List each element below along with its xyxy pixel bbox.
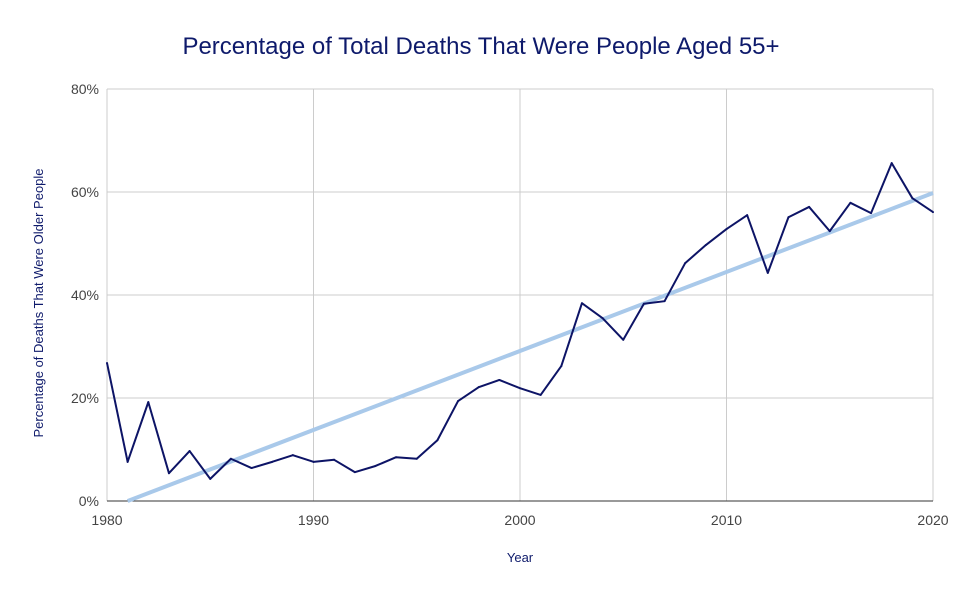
data-point bbox=[353, 471, 356, 474]
data-point bbox=[312, 460, 315, 463]
data-point bbox=[601, 317, 604, 320]
data-point bbox=[684, 262, 687, 265]
y-tick-label: 20% bbox=[71, 390, 99, 406]
data-point bbox=[539, 393, 542, 396]
data-point bbox=[188, 450, 191, 453]
y-tick-label: 0% bbox=[79, 493, 99, 509]
y-tick-label: 60% bbox=[71, 184, 99, 200]
data-point bbox=[291, 454, 294, 457]
data-point bbox=[477, 386, 480, 389]
data-point bbox=[580, 302, 583, 305]
y-tick-label: 40% bbox=[71, 287, 99, 303]
x-tick-label: 1990 bbox=[298, 512, 329, 528]
data-point bbox=[828, 230, 831, 233]
data-point bbox=[911, 197, 914, 200]
data-point bbox=[395, 456, 398, 459]
data-point bbox=[126, 460, 129, 463]
data-point bbox=[787, 216, 790, 219]
data-point bbox=[374, 464, 377, 467]
data-point bbox=[457, 400, 460, 403]
trendline bbox=[126, 191, 934, 503]
data-point bbox=[725, 228, 728, 231]
data-point bbox=[229, 457, 232, 460]
data-point bbox=[271, 460, 274, 463]
chart-title: Percentage of Total Deaths That Were Peo… bbox=[182, 33, 779, 60]
data-point bbox=[106, 361, 108, 364]
data-point bbox=[147, 401, 150, 404]
x-tick-label: 2020 bbox=[917, 512, 948, 528]
data-point bbox=[167, 472, 170, 475]
x-axis-label: Year bbox=[507, 550, 534, 565]
data-point bbox=[766, 271, 769, 274]
data-point bbox=[333, 458, 336, 461]
x-tick-label: 1980 bbox=[91, 512, 122, 528]
data-point bbox=[849, 201, 852, 204]
data-point bbox=[436, 439, 439, 442]
data-point bbox=[519, 387, 521, 390]
data-point bbox=[746, 214, 749, 217]
data-point bbox=[415, 457, 418, 460]
data-point bbox=[498, 378, 501, 381]
data-point bbox=[560, 365, 563, 368]
data-point bbox=[622, 338, 625, 341]
y-tick-label: 80% bbox=[71, 81, 99, 97]
data-point bbox=[870, 212, 873, 215]
data-point bbox=[209, 477, 212, 480]
data-point bbox=[932, 211, 934, 214]
x-tick-label: 2000 bbox=[504, 512, 535, 528]
data-point bbox=[704, 244, 707, 247]
data-point bbox=[890, 162, 893, 165]
x-tick-label: 2010 bbox=[711, 512, 742, 528]
data-point bbox=[642, 302, 645, 305]
data-point bbox=[250, 467, 253, 470]
data-point bbox=[808, 205, 811, 208]
data-point bbox=[663, 300, 666, 303]
y-axis-label: Percentage of Deaths That Were Older Peo… bbox=[31, 168, 46, 437]
